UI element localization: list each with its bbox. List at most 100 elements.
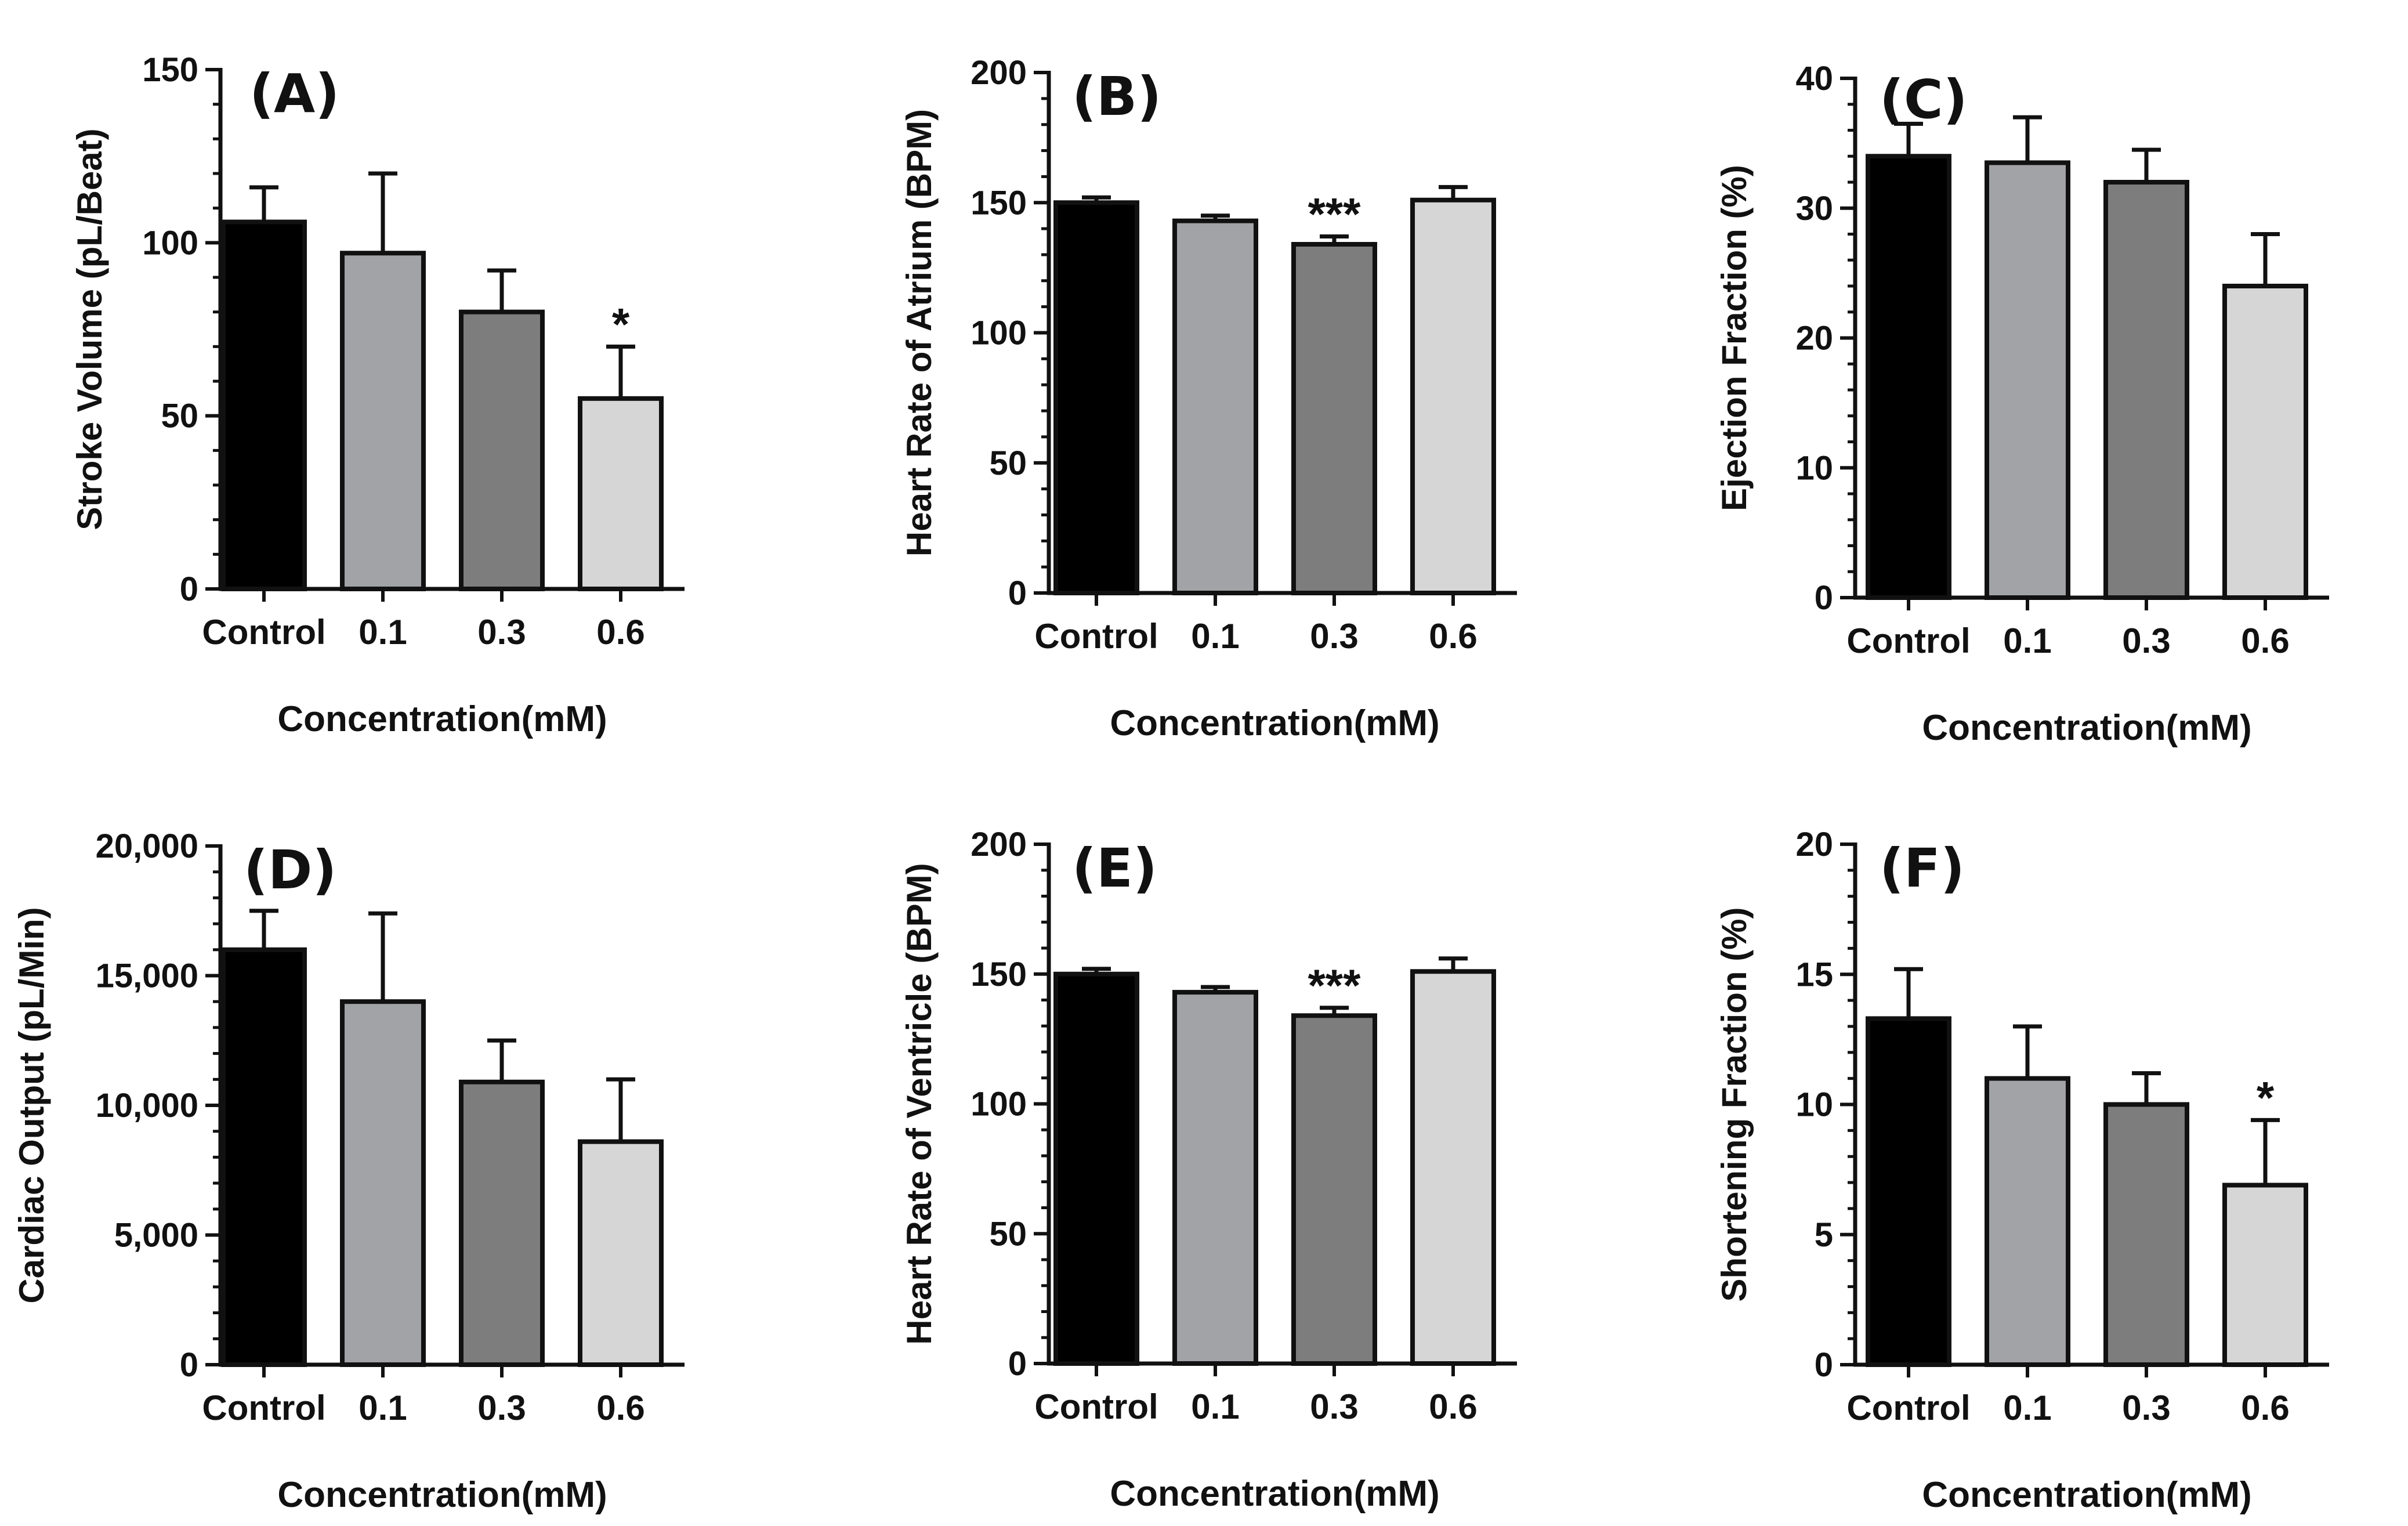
y-tick-label: 20,000 (96, 827, 198, 865)
panel-label: (D) (244, 839, 336, 901)
bar-0-6 (578, 1139, 664, 1367)
x-axis-title: Concentration(mM) (1110, 703, 1439, 743)
y-tick-label: 50 (989, 1215, 1027, 1253)
x-tick-label: 0.3 (477, 1388, 526, 1427)
chart-panel-c: Control 0.1 0.3 0.6 0 10 20 30 40 Concentration(m… (1715, 60, 2329, 748)
x-tick-label: Control (1034, 617, 1158, 656)
y-tick-label: 0 (1815, 1346, 1833, 1384)
x-tick-label: 0.3 (1310, 1387, 1358, 1426)
y-tick-label: 10,000 (96, 1087, 198, 1124)
y-tick-label: 5,000 (114, 1217, 198, 1254)
x-tick-label: Control (202, 613, 325, 652)
y-tick-label: 50 (161, 397, 198, 435)
x-tick-label: 0.1 (2003, 1388, 2051, 1427)
x-tick-label: 0.6 (596, 613, 644, 652)
bar-control (1866, 1016, 1951, 1367)
x-tick-label: 0.1 (359, 613, 407, 652)
x-tick-label: 0.1 (2003, 621, 2051, 660)
x-axis-title: Concentration(mM) (1110, 1474, 1439, 1514)
y-tick-label: 100 (971, 314, 1027, 352)
panel-label: (C) (1880, 68, 1968, 131)
x-tick-label: Control (202, 1388, 325, 1427)
y-tick-label: 20 (1795, 320, 1833, 357)
chart-panel-e: Control 0.1 *** 0.3 0.6 0 50 100 150 200 Concentra… (900, 826, 1517, 1514)
x-tick-label: 0.6 (2241, 1388, 2289, 1427)
x-axis-title: Concentration(mM) (277, 1475, 607, 1515)
bar-0-1 (1172, 990, 1258, 1366)
y-tick-label: 20 (1795, 826, 1833, 863)
chart-panel-b: Control 0.1 *** 0.3 0.6 0 50 100 150 200 Concentra… (900, 54, 1517, 743)
y-tick-label: 100 (142, 224, 198, 262)
y-tick-label: 15,000 (96, 957, 198, 995)
y-tick-label: 0 (1008, 574, 1027, 612)
bar-0-3 (459, 309, 545, 592)
chart-panel-a: Control 0.1 0.3 * 0.6 0 50 100 150 Concentration(… (70, 51, 685, 739)
y-axis-title: Stroke Volume (pL/Beat) (70, 128, 109, 530)
x-tick-label: Control (1034, 1387, 1158, 1426)
bar-control (1053, 971, 1139, 1366)
bar-control (221, 219, 307, 591)
y-tick-label: 40 (1795, 60, 1833, 97)
y-axis-title: Cardiac Output (pL/Min) (12, 907, 51, 1303)
y-tick-label: 50 (989, 444, 1027, 482)
bar-0-6 (1410, 969, 1496, 1366)
x-tick-label: 0.6 (1429, 617, 1477, 656)
x-tick-label: 0.6 (2241, 621, 2289, 660)
significance-mark: *** (1308, 189, 1361, 240)
y-tick-label: 150 (971, 184, 1027, 222)
panel-label: (A) (249, 63, 339, 125)
bar-0-3 (1291, 1013, 1377, 1366)
panel-label: (E) (1072, 837, 1157, 899)
y-tick-label: 100 (971, 1086, 1027, 1123)
bar-0-3 (2103, 1102, 2189, 1367)
bar-0-1 (340, 999, 426, 1367)
x-tick-label: 0.1 (1191, 617, 1239, 656)
x-axis-title: Concentration(mM) (277, 699, 607, 739)
bar-0-1 (340, 251, 426, 591)
y-tick-label: 15 (1795, 956, 1833, 993)
significance-mark: * (612, 298, 630, 349)
bar-control (221, 947, 307, 1368)
y-axis-title: Heart Rate of Atrium (BPM) (900, 109, 939, 556)
bar-0-6 (578, 396, 664, 591)
y-tick-label: 10 (1795, 1086, 1833, 1124)
bar-0-1 (1172, 218, 1258, 595)
bar-control (1053, 200, 1139, 595)
panel-label: (F) (1880, 837, 1965, 899)
x-tick-label: 0.1 (359, 1388, 407, 1427)
y-tick-label: 200 (971, 54, 1027, 92)
y-axis-title: Shortening Fraction (%) (1715, 907, 1754, 1302)
x-tick-label: Control (1846, 1388, 1970, 1427)
panel-label: (B) (1072, 66, 1161, 128)
y-axis-title: Heart Rate of Ventricle (BPM) (900, 863, 939, 1344)
significance-mark: *** (1308, 960, 1361, 1011)
y-tick-label: 5 (1815, 1216, 1833, 1254)
y-tick-label: 10 (1795, 449, 1833, 487)
bar-0-6 (2222, 284, 2308, 600)
y-axis-title: Ejection Fraction (%) (1715, 165, 1754, 511)
y-tick-label: 150 (971, 956, 1027, 993)
y-tick-label: 30 (1795, 190, 1833, 227)
bar-0-1 (1985, 160, 2070, 600)
x-tick-label: 0.6 (596, 1388, 644, 1427)
chart-panel-f: Control 0.1 0.3 * 0.6 0 5 10 15 20 Concentration(m… (1715, 826, 2329, 1515)
y-tick-label: 0 (180, 1346, 198, 1384)
x-tick-label: 0.3 (1310, 617, 1358, 656)
y-tick-label: 150 (142, 51, 198, 89)
x-tick-label: 0.1 (1191, 1387, 1239, 1426)
bar-0-3 (459, 1079, 545, 1368)
y-tick-label: 0 (1008, 1345, 1027, 1383)
chart-panel-d: Control 0.1 0.3 0.6 0 5,000 10,000 15,000 20,000… (12, 827, 685, 1515)
bar-0-1 (1985, 1076, 2070, 1368)
x-tick-label: 0.3 (2122, 1388, 2170, 1427)
x-axis-title: Concentration(mM) (1922, 1475, 2251, 1515)
x-tick-label: 0.3 (2122, 621, 2170, 660)
x-tick-label: 0.6 (1429, 1387, 1477, 1426)
y-tick-label: 200 (971, 826, 1027, 863)
significance-mark: * (2257, 1072, 2275, 1123)
x-tick-label: 0.3 (477, 613, 526, 652)
y-tick-label: 0 (1815, 579, 1833, 617)
bar-0-3 (2103, 180, 2189, 600)
y-tick-label: 0 (180, 570, 198, 608)
bar-0-3 (1291, 242, 1377, 595)
